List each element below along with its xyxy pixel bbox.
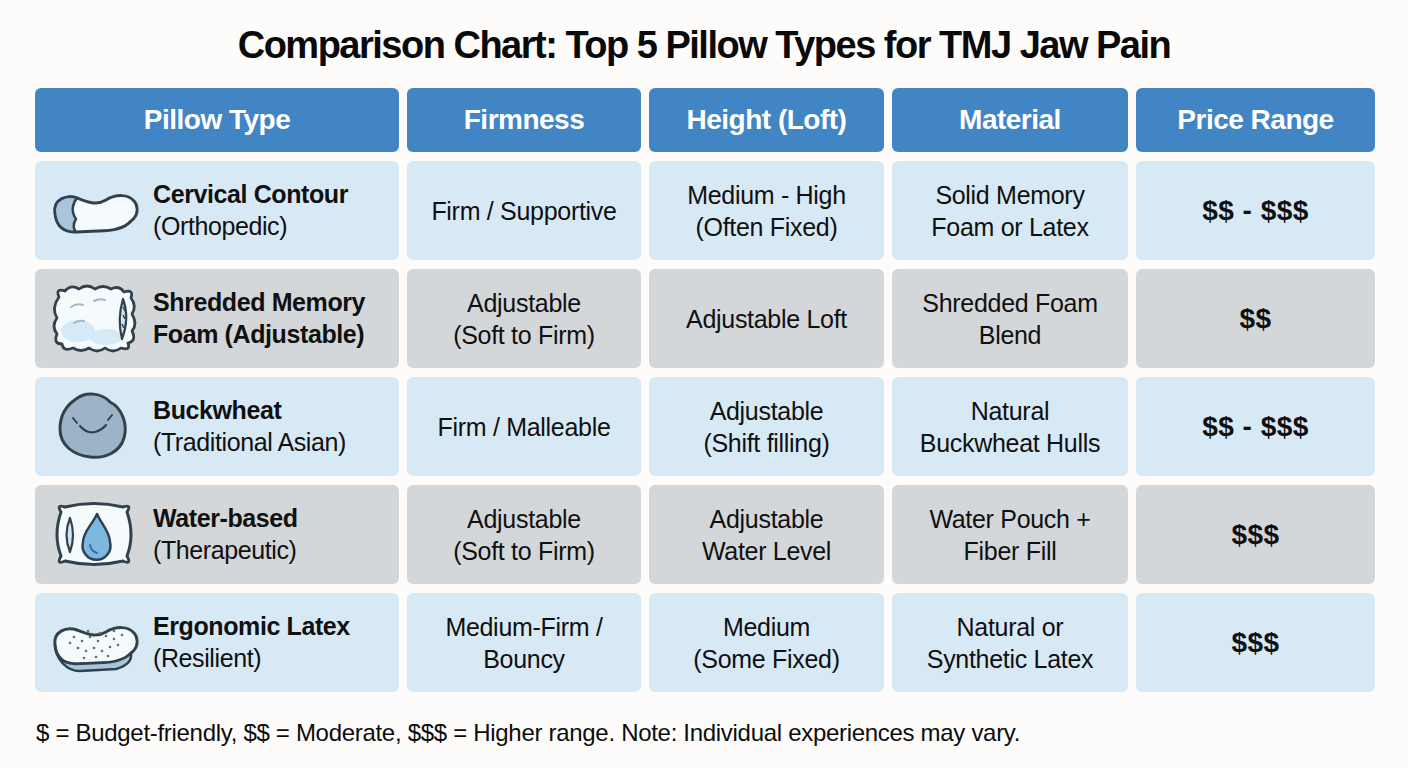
table-cell-height: Adjustable (Shift filling) [649, 377, 884, 476]
table-cell-firmness: Firm / Malleable [407, 377, 641, 476]
table-cell-height: Medium - High (Often Fixed) [649, 161, 884, 260]
header-firmness: Firmness [407, 88, 641, 152]
header-pillow-type: Pillow Type [35, 88, 399, 152]
table-cell-firmness: Medium-Firm / Bouncy [407, 593, 641, 692]
table-row-2-pillow-type: Shredded Memory Foam (Adjustable) [35, 269, 399, 368]
table-cell-firmness: Adjustable (Soft to Firm) [407, 485, 641, 584]
table-cell-material: Shredded Foam Blend [892, 269, 1128, 368]
table-cell-price: $$$ [1136, 485, 1375, 584]
pillow-subname: (Resilient) [153, 643, 389, 675]
pillow-type-label: Buckwheat (Traditional Asian) [153, 395, 393, 458]
header-material: Material [892, 88, 1128, 152]
table-cell-height: Adjustable Water Level [649, 485, 884, 584]
pillow-subname: (Therapeutic) [153, 535, 389, 567]
pillow-type-label: Cervical Contour (Orthopedic) [153, 179, 393, 242]
table-cell-firmness: Firm / Supportive [407, 161, 641, 260]
pillow-name: Ergonomic Latex [153, 611, 389, 643]
table-cell-firmness: Adjustable (Soft to Firm) [407, 269, 641, 368]
pillow-type-label: Water-based (Therapeutic) [153, 503, 393, 566]
table-cell-material: Solid Memory Foam or Latex [892, 161, 1128, 260]
table-row-1-pillow-type: Cervical Contour (Orthopedic) [35, 161, 399, 260]
header-height-loft: Height (Loft) [649, 88, 884, 152]
table-cell-price: $$ - $$$ [1136, 377, 1375, 476]
pillow-name: Cervical Contour [153, 179, 389, 211]
pillow-name: Shredded Memory Foam (Adjustable) [153, 287, 389, 350]
pillow-name: Buckwheat [153, 395, 389, 427]
table-cell-price: $$ - $$$ [1136, 161, 1375, 260]
table-cell-price: $$ [1136, 269, 1375, 368]
table-cell-height: Medium (Some Fixed) [649, 593, 884, 692]
pillow-subname: (Orthopedic) [153, 211, 389, 243]
shredded-memory-foam-pillow-icon [43, 277, 145, 361]
table-cell-material: Water Pouch + Fiber Fill [892, 485, 1128, 584]
pillow-type-label: Shredded Memory Foam (Adjustable) [153, 287, 393, 350]
table-cell-height: Adjustable Loft [649, 269, 884, 368]
buckwheat-pillow-icon [43, 385, 145, 469]
comparison-table: Pillow Type Firmness Height (Loft) Mater… [35, 88, 1375, 692]
table-row-4-pillow-type: Water-based (Therapeutic) [35, 485, 399, 584]
price-legend-note: $ = Budget-friendly, $$ = Moderate, $$$ … [36, 719, 1376, 747]
cervical-contour-pillow-icon [43, 169, 145, 253]
ergonomic-latex-pillow-icon [43, 601, 145, 685]
water-based-pillow-icon [43, 493, 145, 577]
pillow-type-label: Ergonomic Latex (Resilient) [153, 611, 393, 674]
pillow-subname: (Traditional Asian) [153, 427, 389, 459]
table-row-5-pillow-type: Ergonomic Latex (Resilient) [35, 593, 399, 692]
table-cell-material: Natural Buckwheat Hulls [892, 377, 1128, 476]
table-cell-material: Natural or Synthetic Latex [892, 593, 1128, 692]
page-title: Comparison Chart: Top 5 Pillow Types for… [0, 16, 1408, 74]
header-price-range: Price Range [1136, 88, 1375, 152]
table-row-3-pillow-type: Buckwheat (Traditional Asian) [35, 377, 399, 476]
pillow-name: Water-based [153, 503, 389, 535]
table-cell-price: $$$ [1136, 593, 1375, 692]
